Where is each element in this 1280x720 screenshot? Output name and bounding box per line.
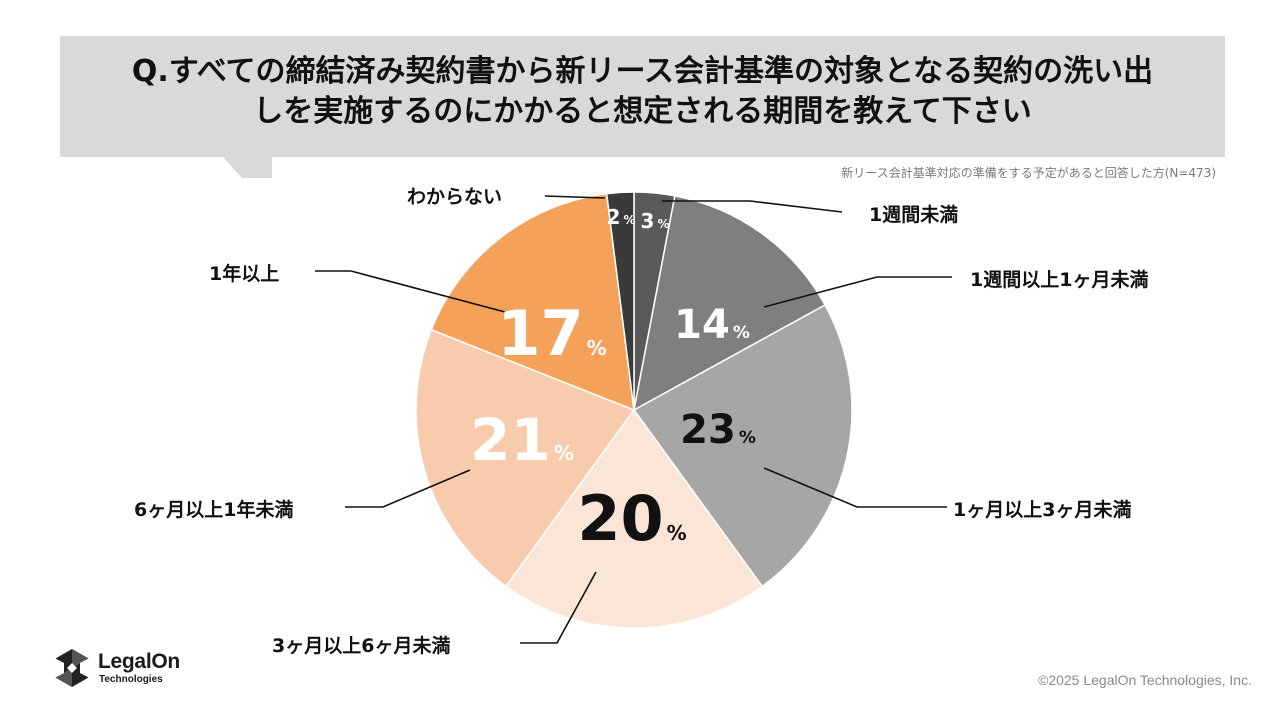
percent-label: 14% [674,302,750,348]
respondent-note: 新リース会計基準対応の準備をする予定があると回答した方(N=473) [841,166,1216,180]
category-label: 1週間未満 [869,203,958,226]
legalon-logo-icon [55,649,89,687]
question-banner [60,36,1225,157]
percent-labels: 3 % 14 % 23 % 20 %21 % 17 % 2% [470,205,756,555]
leader-line [763,467,947,508]
percent-label: 17% [497,297,606,370]
question-line-1: Q.すべての締結済み契約書から新リース会計基準の対象となる契約の洗い出 [131,54,1154,89]
pie-slice [504,408,764,629]
category-label: 3ヶ月以上6ヶ月未満 [272,634,450,657]
question-line-2: しを実施するのにかかると想定される期間を教えて下さい [253,94,1032,129]
percent-label: 23% [680,407,756,453]
category-label: わからない [407,186,502,208]
leader-lines [315,195,952,644]
category-label: 1年以上 [209,262,279,285]
pie-slice [415,328,636,588]
pie-slice [632,303,853,588]
leader-line [763,276,952,308]
category-label: 1週間以上1ヶ月未満 [970,268,1148,291]
leader-line [315,270,506,313]
leader-line [520,571,597,644]
category-label: 6ヶ月以上1年未満 [134,498,293,521]
percent-label: 21% [470,406,574,474]
percent-label: 2% [607,205,636,229]
leader-line [544,195,606,199]
pie-slice [605,191,635,411]
logo-subtitle: Technologies [99,674,163,685]
question-title: Q.すべての締結済み契約書から新リース会計基準の対象となる契約の洗い出 しを実施… [60,52,1225,132]
category-labels: 1週間未満 1週間以上1ヶ月未満 1ヶ月以上3ヶ月未満 3ヶ月以上6ヶ月未満 6ヶ月以上… [134,186,1148,657]
logo-wordmark: LegalOn [98,650,180,673]
category-label: 1ヶ月以上3ヶ月未満 [953,498,1131,521]
leader-line [662,200,843,213]
pie-slices [415,191,853,629]
pie-slice [632,194,827,412]
copyright-text: ©2025 LegalOn Technologies, Inc. [1038,672,1252,688]
leader-line [345,469,471,508]
percent-label: 3% [641,209,670,233]
percent-label: 20% [577,482,686,555]
